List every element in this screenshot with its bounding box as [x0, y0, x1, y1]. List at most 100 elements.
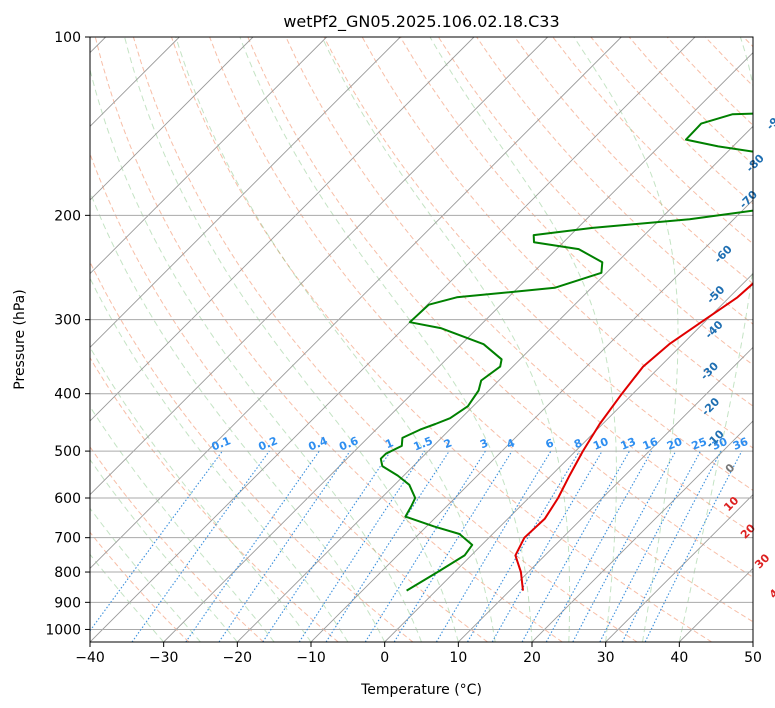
chart-title: wetPf2_GN05.2025.106.02.18.C33: [283, 12, 559, 32]
mixing-ratio-line: [131, 450, 270, 642]
adiabat-label: -90: [764, 109, 775, 132]
mixing-ratio-line: [644, 450, 743, 642]
moist-adiabat: [90, 507, 201, 642]
moist-adiabat: [573, 37, 679, 642]
mixing-ratio-line: [364, 450, 486, 642]
mixing-ratio-label: 16: [641, 435, 660, 453]
dry-adiabat: [399, 37, 753, 407]
moist-adiabat: [239, 37, 533, 642]
axes: −40 −30 −20 −10 0 10 20 30 40 50 100 200 300 400 500 60…: [45, 30, 762, 666]
mixing-ratio-label: 1: [383, 436, 395, 451]
mixing-ratio-line: [521, 450, 630, 642]
dry-adiabat: [514, 37, 753, 285]
mixing-ratio-line: [545, 450, 653, 642]
x-tick-label: 20: [523, 650, 541, 666]
dry-adiabat: [285, 37, 753, 535]
isotherm: [90, 37, 401, 348]
x-tick-label: 40: [670, 650, 688, 666]
moist-adiabat: [124, 37, 459, 642]
isotherm: [310, 199, 753, 642]
dry-adiabat: [323, 37, 753, 491]
dry-adiabat: [90, 531, 190, 642]
isotherm: [90, 37, 327, 275]
isotherm: [90, 37, 696, 642]
x-axis-label: Temperature (°C): [360, 682, 482, 698]
moist-adiabat: [90, 553, 165, 642]
mixing-ratio-line: [435, 450, 552, 642]
mixing-ratio-line: [599, 450, 701, 642]
moist-adiabat: [90, 277, 349, 642]
mixing-ratio-line: [90, 450, 223, 632]
dry-adiabat: [94, 37, 563, 642]
y-tick-label: 900: [54, 595, 81, 611]
mixing-ratio-line: [621, 450, 722, 642]
isotherm: [384, 273, 753, 642]
moist-adiabat: [678, 37, 753, 642]
x-tick-label: −20: [223, 650, 253, 666]
y-axis-label: Pressure (hPa): [12, 289, 28, 389]
plot-frame: [89, 36, 754, 643]
isotherm: [237, 125, 753, 642]
y-tick-label: 800: [54, 565, 81, 581]
dry-adiabat: [90, 446, 264, 642]
dry-adiabat: [209, 37, 753, 623]
mixing-ratio-line: [393, 450, 513, 642]
x-tick-label: 0: [380, 650, 389, 666]
moist-adiabat: [90, 458, 238, 642]
x-tick-label: 10: [449, 650, 467, 666]
moist-adiabat: [90, 190, 386, 642]
isotherm: [458, 346, 753, 642]
x-tick-label: −10: [296, 650, 326, 666]
moist-adiabat: [90, 67, 422, 642]
y-tick-label: 100: [54, 30, 81, 46]
isotherm: [90, 37, 254, 201]
moist-adiabat: [90, 405, 275, 642]
isotherm: [531, 420, 753, 642]
y-tick-label: 400: [54, 387, 81, 403]
mixing-ratio-line: [218, 450, 351, 642]
mixing-ratio-label: 25: [690, 435, 709, 453]
y-tick-label: 500: [54, 444, 81, 460]
dry-adiabat: [171, 37, 712, 642]
mixing-ratio-label: 36: [731, 435, 750, 453]
dry-adiabat: [90, 356, 339, 642]
dry-adiabat: [361, 37, 753, 449]
y-tick-label: 700: [54, 531, 81, 547]
mixing-ratio-label: 30: [710, 435, 729, 453]
moist-adiabat: [175, 37, 496, 642]
isotherm-label: 40: [767, 581, 775, 601]
x-tick-label: 30: [597, 650, 615, 666]
mixing-ratio-label: 10: [591, 435, 610, 453]
y-tick-label: 1000: [45, 622, 81, 638]
mixing-ratio-label: 2: [442, 436, 454, 451]
mixing-ratio-line: [572, 450, 677, 642]
isotherm: [90, 37, 622, 569]
mixing-ratio-line: [262, 450, 392, 642]
temperature-profile-line: [514, 282, 753, 591]
mixing-ratio-line: [325, 450, 450, 642]
x-tick-label: −30: [149, 650, 179, 666]
mixing-ratio-label: 13: [619, 435, 638, 453]
isotherm: [90, 37, 548, 496]
isotherm: [90, 37, 475, 422]
dry-adiabat: [437, 37, 753, 366]
mixing-ratio-line: [185, 450, 320, 642]
x-tick-label: −40: [75, 650, 105, 666]
moist-adiabat: [429, 37, 617, 642]
y-tick-label: 200: [54, 208, 81, 224]
dry-adiabat: [247, 37, 753, 578]
y-tick-label: 600: [54, 491, 81, 507]
dewpoint-profile-line: [379, 112, 753, 592]
isotherm: [605, 494, 753, 642]
isotherm: [163, 52, 753, 642]
mixing-ratio-label: 3: [478, 436, 490, 451]
x-tick-label: 50: [744, 650, 762, 666]
background-lines: [90, 37, 753, 642]
mixing-ratio-label: 8: [572, 436, 584, 451]
dry-adiabat: [132, 37, 638, 642]
data-series: [379, 112, 753, 592]
mixing-ratio-line: [298, 450, 425, 642]
y-tick-label: 300: [54, 313, 81, 329]
dry-adiabat: [90, 152, 488, 642]
